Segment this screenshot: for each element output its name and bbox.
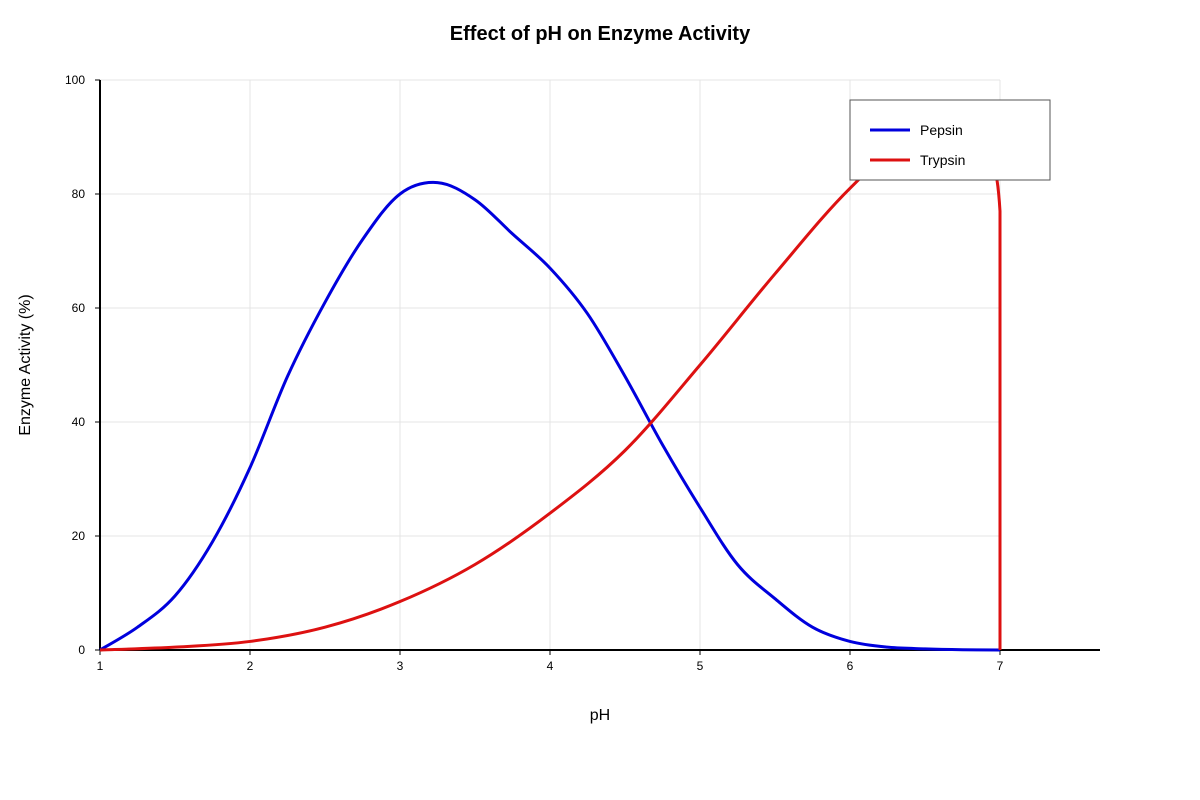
x-tick-label: 1 [97, 659, 104, 673]
y-tick-label: 60 [72, 301, 86, 315]
y-axis-label: Enzyme Activity (%) [17, 294, 34, 435]
legend-items: Pepsin Trypsin [870, 122, 965, 168]
x-tick-label: 7 [997, 659, 1004, 673]
pepsin-legend-label: Pepsin [920, 122, 963, 138]
legend-box [849, 99, 1051, 181]
chart-title: Effect of pH on Enzyme Activity [450, 23, 751, 45]
y-tick-label: 80 [72, 187, 86, 201]
x-tick-label: 3 [397, 659, 404, 673]
x-tick-label: 4 [547, 659, 554, 673]
trypsin-legend-label: Trypsin [920, 152, 965, 168]
x-axis-label: pH [590, 707, 610, 724]
y-tick-label: 100 [65, 73, 85, 87]
legend: Pepsin Trypsin [849, 99, 1051, 181]
y-tick-label: 40 [72, 415, 86, 429]
y-tick-label: 0 [78, 643, 85, 657]
pepsin-line [99, 180, 1001, 652]
x-tick-label: 5 [697, 659, 704, 673]
x-tick-label: 2 [247, 659, 254, 673]
y-tick-label: 20 [72, 529, 86, 543]
x-tick-label: 6 [847, 659, 854, 673]
ticks: 1 2 3 4 5 6 7 0 20 40 60 80 100 [65, 73, 1004, 673]
